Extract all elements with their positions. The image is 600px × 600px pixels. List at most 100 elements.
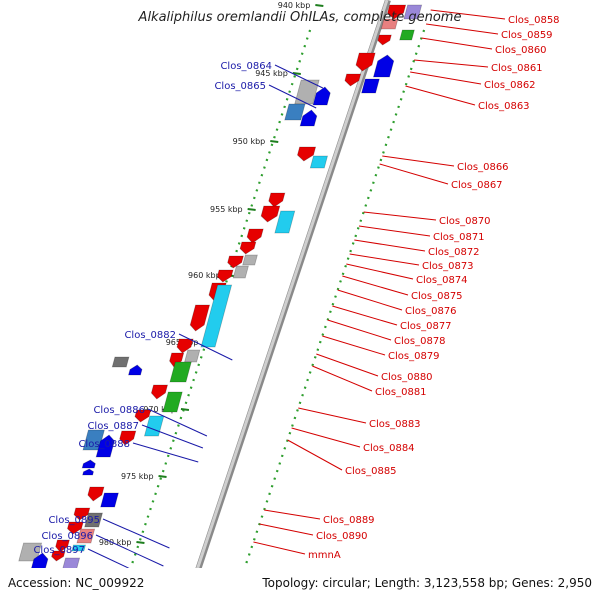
gene-shape bbox=[227, 255, 244, 269]
gene-label-clos_0863[interactable]: Clos_0863 bbox=[478, 101, 530, 112]
gene-shape bbox=[150, 384, 169, 400]
leader-line bbox=[332, 305, 398, 326]
scale-tick bbox=[180, 408, 190, 411]
leader-line bbox=[102, 518, 170, 549]
leader-line bbox=[298, 407, 367, 424]
scale-tick bbox=[270, 140, 279, 143]
gene-shape bbox=[87, 486, 105, 502]
gene-label-clos_0885[interactable]: Clos_0885 bbox=[345, 466, 397, 477]
leader-line bbox=[147, 408, 208, 437]
gene-label-clos_0866[interactable]: Clos_0866 bbox=[457, 162, 509, 173]
scale-tick bbox=[247, 208, 256, 211]
gene-label-mmna[interactable]: mmnA bbox=[308, 550, 341, 561]
gene-label-clos_0876[interactable]: Clos_0876 bbox=[405, 306, 457, 317]
leader-line bbox=[312, 365, 373, 392]
gene-label-clos_0867[interactable]: Clos_0867 bbox=[451, 180, 503, 191]
gene-shape bbox=[246, 228, 264, 244]
gene-label-clos_0874[interactable]: Clos_0874 bbox=[416, 275, 468, 286]
gene-shape bbox=[84, 512, 103, 528]
gene-shape bbox=[95, 434, 115, 458]
accession-text: Accession: NC_009922 bbox=[8, 576, 144, 590]
gene-label-clos_0879[interactable]: Clos_0879 bbox=[388, 351, 440, 362]
leader-line bbox=[291, 427, 361, 448]
scale-guide-left bbox=[129, 29, 312, 569]
gene-shape bbox=[239, 241, 257, 255]
gene-label-clos_0859[interactable]: Clos_0859 bbox=[501, 30, 553, 41]
gene-shape bbox=[162, 391, 183, 413]
gene-label-clos_0886[interactable]: Clos_0886 bbox=[93, 405, 145, 416]
gene-shape bbox=[355, 52, 376, 72]
gene-label-clos_0877[interactable]: Clos_0877 bbox=[400, 321, 452, 332]
gene-shape bbox=[312, 86, 331, 106]
gene-shape bbox=[260, 205, 281, 223]
gene-label-clos_0870[interactable]: Clos_0870 bbox=[439, 216, 491, 227]
footer-background bbox=[0, 568, 600, 600]
gene-label-clos_0878[interactable]: Clos_0878 bbox=[394, 336, 446, 347]
gene-label-clos_0887[interactable]: Clos_0887 bbox=[87, 421, 139, 432]
gene-label-clos_0882[interactable]: Clos_0882 bbox=[124, 330, 176, 341]
gene-label-clos_0895[interactable]: Clos_0895 bbox=[48, 515, 100, 526]
scale-label: 950 kbp bbox=[233, 137, 266, 146]
gene-shape bbox=[403, 4, 423, 20]
gene-shape bbox=[242, 254, 258, 266]
gene-label-clos_0873[interactable]: Clos_0873 bbox=[422, 261, 474, 272]
gene-shape bbox=[51, 550, 66, 562]
gene-label-clos_0888[interactable]: Clos_0888 bbox=[78, 439, 130, 450]
gene-label-clos_0881[interactable]: Clos_0881 bbox=[375, 387, 427, 398]
leader-line bbox=[95, 534, 164, 567]
gene-shape bbox=[372, 54, 395, 78]
gene-shape bbox=[297, 146, 317, 162]
backbone-line bbox=[185, 0, 389, 600]
gene-label-clos_0862[interactable]: Clos_0862 bbox=[484, 80, 536, 91]
gene-shape bbox=[67, 521, 84, 535]
scale-label: 975 kbp bbox=[121, 472, 154, 481]
gene-shape bbox=[200, 284, 233, 348]
gene-label-clos_0861[interactable]: Clos_0861 bbox=[491, 63, 543, 74]
gene-label-clos_0872[interactable]: Clos_0872 bbox=[428, 247, 480, 258]
scale-label: 955 kbp bbox=[210, 205, 243, 214]
gene-label-clos_0897[interactable]: Clos_0897 bbox=[33, 545, 85, 556]
gene-shape bbox=[309, 155, 329, 169]
gene-shape bbox=[274, 210, 296, 234]
scale-tick bbox=[136, 541, 145, 544]
gene-label-clos_0864[interactable]: Clos_0864 bbox=[220, 61, 272, 72]
scale-tick bbox=[315, 4, 324, 7]
gene-shape bbox=[119, 430, 137, 446]
backbone-layer bbox=[185, 0, 391, 600]
gene-label-clos_0871[interactable]: Clos_0871 bbox=[433, 232, 485, 243]
leader-line bbox=[349, 253, 420, 266]
gene-label-clos_0890[interactable]: Clos_0890 bbox=[316, 531, 368, 542]
gene-label-clos_0865[interactable]: Clos_0865 bbox=[214, 81, 266, 92]
scale-label: 980 kbp bbox=[99, 538, 132, 547]
leader-line bbox=[425, 23, 499, 35]
gene-label-clos_0896[interactable]: Clos_0896 bbox=[41, 531, 93, 542]
gene-shape bbox=[184, 349, 201, 363]
leader-line bbox=[405, 85, 476, 106]
leader-line bbox=[274, 64, 324, 89]
gene-shape bbox=[134, 409, 152, 423]
gene-label-clos_0860[interactable]: Clos_0860 bbox=[495, 45, 547, 56]
gene-label-clos_0880[interactable]: Clos_0880 bbox=[381, 372, 433, 383]
leader-line bbox=[342, 275, 409, 296]
map-title: Alkaliphilus oremlandii OhILAs, complete… bbox=[138, 10, 462, 25]
gene-shape bbox=[294, 79, 320, 105]
leader-line bbox=[141, 424, 204, 449]
gene-shape bbox=[55, 539, 70, 553]
leader-line bbox=[322, 335, 386, 356]
leader-line bbox=[327, 319, 392, 341]
gene-label-clos_0884[interactable]: Clos_0884 bbox=[363, 443, 415, 454]
gene-shape bbox=[299, 109, 318, 127]
gene-shape bbox=[216, 269, 234, 283]
gene-label-clos_0875[interactable]: Clos_0875 bbox=[411, 291, 463, 302]
gene-shape bbox=[76, 528, 96, 544]
gene-shape bbox=[73, 507, 91, 521]
gene-shape bbox=[387, 4, 407, 20]
gene-label-clos_0883[interactable]: Clos_0883 bbox=[369, 419, 421, 430]
gene-shape bbox=[268, 192, 286, 208]
gene-label-clos_0889[interactable]: Clos_0889 bbox=[323, 515, 375, 526]
gene-shape bbox=[344, 73, 362, 87]
leader-line bbox=[316, 353, 379, 377]
gene-label-clos_0858[interactable]: Clos_0858 bbox=[508, 15, 560, 26]
